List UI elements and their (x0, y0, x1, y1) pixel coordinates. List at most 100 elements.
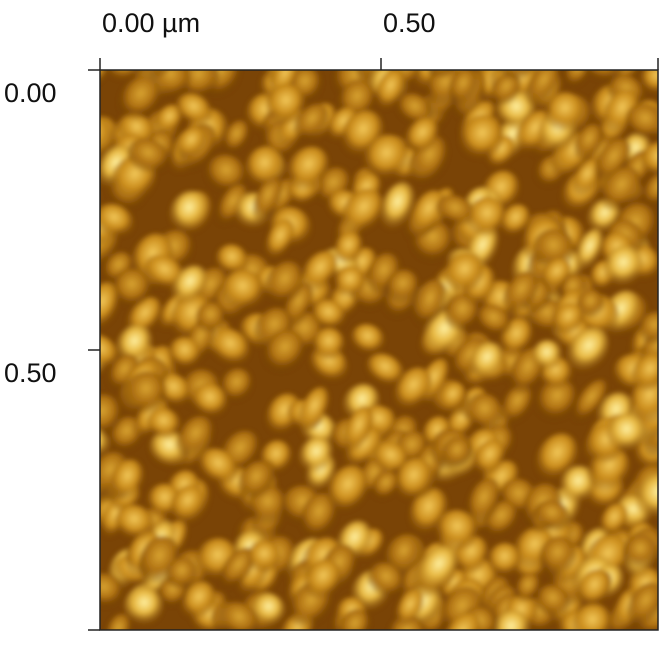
grain (105, 613, 132, 630)
grain (311, 299, 347, 331)
grain (100, 281, 120, 331)
grain (435, 509, 479, 552)
grain (625, 103, 658, 141)
grain (599, 503, 628, 538)
grain (218, 601, 260, 630)
grain (366, 561, 405, 599)
grain (499, 203, 531, 238)
grain (326, 465, 369, 514)
grain (300, 250, 338, 293)
grain (487, 542, 522, 578)
grain (496, 70, 535, 82)
grain (175, 93, 213, 127)
grain (195, 301, 227, 334)
grain (245, 145, 285, 189)
grain (404, 117, 439, 156)
axis-ticks (88, 58, 659, 631)
grain (333, 231, 364, 266)
grain (468, 341, 505, 381)
grain (622, 534, 657, 570)
grain (491, 609, 531, 630)
top-axis-label: 0.50 (383, 8, 436, 38)
grain (100, 393, 123, 438)
grain (251, 593, 286, 628)
grain (534, 499, 571, 532)
grain (285, 146, 329, 192)
grain (100, 116, 112, 158)
grain (110, 459, 145, 501)
grain (209, 328, 251, 367)
grain (466, 477, 501, 527)
grain (641, 141, 658, 178)
grain (105, 70, 143, 82)
grain (565, 327, 609, 374)
grain (599, 166, 642, 213)
grain (205, 154, 247, 195)
grain (394, 589, 424, 627)
grain (222, 119, 250, 155)
grain (215, 244, 249, 276)
grain (169, 190, 209, 234)
grain (435, 194, 476, 227)
grain (394, 457, 434, 502)
grain (606, 413, 647, 454)
grain (386, 534, 421, 575)
grain (535, 378, 578, 422)
grain (416, 545, 459, 592)
grain (543, 91, 585, 133)
grain (379, 181, 416, 232)
grain (303, 559, 342, 601)
grain (298, 386, 330, 434)
grain (221, 269, 266, 312)
grain (218, 547, 255, 591)
grain (333, 265, 365, 299)
grain (538, 536, 577, 577)
grain (573, 123, 604, 162)
grain (100, 572, 125, 609)
grain (110, 268, 151, 309)
grain (581, 70, 623, 84)
grain (266, 83, 307, 126)
grain (175, 415, 214, 460)
grain (626, 582, 658, 628)
grain (441, 612, 481, 630)
grain (338, 608, 371, 630)
grain (343, 405, 374, 454)
grain (123, 586, 164, 627)
left-axis-label: 0.50 (4, 358, 57, 388)
grain (438, 381, 466, 413)
grain (525, 70, 560, 109)
grain (472, 439, 506, 477)
grain (502, 271, 539, 316)
grain (118, 75, 161, 122)
grain (540, 257, 572, 291)
grain (475, 304, 513, 337)
grain (246, 540, 281, 575)
grain (298, 436, 334, 474)
grain (350, 323, 386, 355)
grain (387, 615, 427, 630)
grain (124, 371, 167, 415)
grain (169, 485, 205, 524)
grain (167, 336, 201, 370)
grain (459, 114, 504, 161)
grain (115, 504, 155, 542)
grain (262, 329, 305, 374)
grain (174, 126, 206, 160)
grain (264, 218, 295, 261)
grain (237, 460, 274, 501)
grain (413, 278, 447, 328)
grain (219, 368, 253, 403)
grain (466, 196, 507, 238)
grain (371, 470, 399, 501)
afm-texture (100, 70, 658, 630)
grain (127, 138, 170, 175)
grain (340, 188, 384, 235)
grain (100, 425, 111, 459)
grain (576, 569, 611, 609)
grain (531, 339, 563, 372)
grain (146, 407, 182, 440)
grain (603, 245, 644, 289)
grain (100, 334, 120, 370)
